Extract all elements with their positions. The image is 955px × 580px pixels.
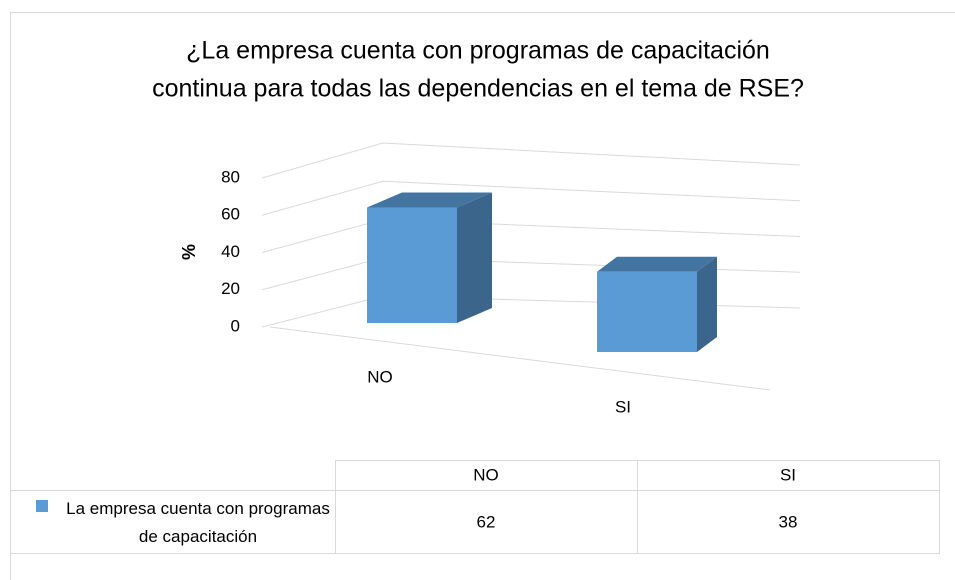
y-tick-label: 80 xyxy=(221,167,240,186)
table-value: 62 xyxy=(477,512,496,531)
y-tick-label: 20 xyxy=(221,279,240,298)
table-value: 38 xyxy=(779,512,798,531)
chart-title: continua para todas las dependencias en … xyxy=(152,75,804,103)
y-tick-label: 0 xyxy=(231,316,240,335)
grid-line xyxy=(261,180,801,216)
x-tick-label: NO xyxy=(367,367,393,386)
floor-edge xyxy=(269,326,771,391)
bar xyxy=(597,271,697,352)
table-header: SI xyxy=(780,465,796,484)
bar-top xyxy=(367,192,492,208)
bar-top xyxy=(597,256,717,272)
bar-side xyxy=(697,256,717,352)
y-tick-label: 60 xyxy=(221,205,240,224)
chart-title: ¿La empresa cuenta con programas de capa… xyxy=(186,37,770,65)
x-tick-label: SI xyxy=(615,397,631,416)
data-table xyxy=(10,460,940,554)
table-header: NO xyxy=(473,465,499,484)
bar xyxy=(367,207,457,323)
bar-side xyxy=(457,192,492,323)
grid-line xyxy=(261,218,801,253)
grid-line xyxy=(261,257,801,291)
y-axis-label: % xyxy=(179,244,199,260)
grid-line xyxy=(261,295,801,328)
table-row-label: La empresa cuenta con programas de capac… xyxy=(66,499,330,546)
chart-frame xyxy=(10,12,955,580)
legend-swatch xyxy=(36,500,48,512)
y-tick-label: 40 xyxy=(221,242,240,261)
grid-line xyxy=(261,142,801,179)
